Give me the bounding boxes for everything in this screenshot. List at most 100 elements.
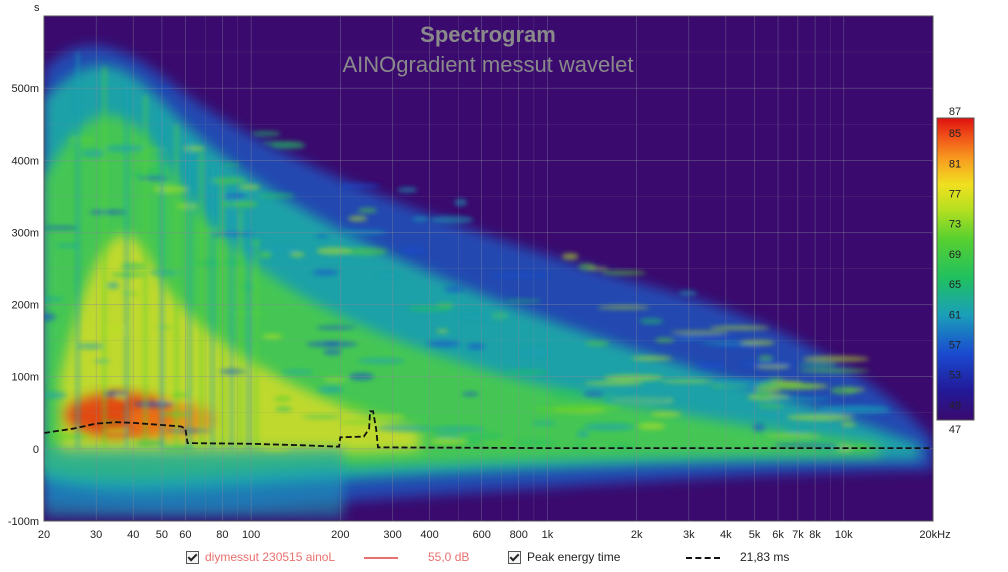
- energy-streak: [490, 273, 551, 278]
- energy-ridge: [199, 153, 204, 449]
- energy-streak: [238, 184, 261, 190]
- energy-streak: [551, 389, 583, 398]
- energy-streak: [558, 404, 622, 412]
- energy-streak: [798, 368, 870, 373]
- colorbar-tick-65: 65: [949, 279, 961, 291]
- x-tick-800: 800: [510, 529, 528, 541]
- energy-streak: [323, 349, 342, 356]
- energy-streak: [305, 341, 358, 348]
- energy-streak: [377, 273, 401, 278]
- energy-streak: [462, 391, 479, 397]
- energy-streak: [412, 216, 430, 222]
- energy-streak: [774, 443, 838, 448]
- energy-streak: [505, 299, 542, 303]
- energy-streak: [673, 336, 739, 340]
- energy-streak: [55, 244, 81, 248]
- energy-streak: [222, 193, 247, 200]
- energy-streak: [739, 361, 795, 367]
- x-tick-50: 50: [156, 529, 168, 541]
- energy-streak: [695, 362, 726, 370]
- energy-streak: [505, 369, 549, 375]
- energy-streak: [436, 329, 449, 333]
- energy-streak: [357, 358, 406, 364]
- energy-streak: [670, 330, 729, 335]
- energy-streak: [519, 348, 551, 357]
- energy-streak: [49, 433, 90, 440]
- energy-streak: [585, 340, 610, 346]
- x-tick-300: 300: [383, 529, 401, 541]
- energy-streak: [290, 252, 305, 258]
- peak-energy-time-line: [44, 410, 933, 449]
- energy-streak: [339, 183, 381, 189]
- energy-streak: [161, 446, 196, 452]
- energy-ridge: [174, 124, 179, 449]
- x-tick-100: 100: [242, 529, 260, 541]
- measurement-value: 55,0 dB: [428, 550, 470, 564]
- chart-title: Spectrogram: [420, 22, 556, 47]
- peak-energy-value: 21,83 ms: [740, 550, 790, 564]
- energy-streak: [740, 340, 776, 346]
- energy-streak: [45, 391, 67, 399]
- energy-streaks: [44, 52, 892, 453]
- x-tick-6k: 6k: [772, 529, 784, 541]
- x-tick-labels: 20 30 40 50 60 80 100 200 300 400 600 800 1k 2k 3k 4k 5k…: [38, 529, 951, 541]
- x-tick-4k: 4k: [720, 529, 732, 541]
- energy-streak: [338, 420, 372, 424]
- legend-swatch-peak-energy: [686, 557, 720, 559]
- energy-streak: [785, 427, 809, 433]
- energy-ridge: [210, 167, 215, 449]
- energy-streak: [444, 286, 464, 293]
- energy-streak: [755, 383, 819, 390]
- energy-streak: [654, 337, 675, 343]
- y-tick-200m: 200m: [11, 300, 39, 312]
- energy-streak: [348, 215, 368, 222]
- energy-streak: [454, 198, 467, 207]
- colorbar-tick-53: 53: [949, 370, 961, 382]
- colorbar-tick-77: 77: [949, 189, 961, 201]
- colorbar-tick-87: 87: [949, 106, 961, 118]
- energy-streak: [133, 400, 174, 408]
- x-tick-7k: 7k: [792, 529, 804, 541]
- energy-streak: [830, 386, 859, 395]
- energy-streak: [752, 423, 766, 432]
- colorbar-tick-labels: 87 85 81 77 73 69 65 61 57 53 49 47: [949, 106, 961, 436]
- colorbar-tick-61: 61: [949, 309, 961, 321]
- legend-item-peak-energy[interactable]: Peak energy time: [508, 550, 620, 564]
- measurement-checkbox[interactable]: [186, 550, 199, 564]
- energy-streak: [631, 355, 673, 361]
- energy-streak: [586, 267, 609, 271]
- x-tick-8k: 8k: [809, 529, 821, 541]
- energy-streak: [259, 250, 272, 259]
- energy-streak: [678, 290, 698, 296]
- energy-streak: [302, 415, 342, 419]
- energy-streak: [786, 414, 855, 421]
- energy-streak: [76, 343, 104, 350]
- x-tick-20kHz: 20kHz: [919, 529, 950, 541]
- energy-streak: [765, 433, 821, 438]
- energy-streak: [148, 270, 183, 275]
- energy-streak: [650, 411, 682, 418]
- measurement-name: diymessut 230515 ainoL: [205, 550, 336, 564]
- energy-streak: [171, 392, 189, 398]
- colorbar: [936, 117, 975, 421]
- energy-streak: [576, 430, 589, 438]
- peak-energy-checkbox[interactable]: [508, 550, 521, 564]
- energy-streak: [156, 325, 173, 329]
- energy-streak: [767, 396, 833, 401]
- peak-energy-line-swatch: [686, 557, 720, 559]
- legend-item-measurement[interactable]: diymessut 230515 ainoL: [186, 550, 335, 564]
- energy-streak: [209, 177, 247, 184]
- energy-streak: [430, 215, 474, 224]
- energy-streak: [583, 422, 635, 431]
- energy-ridge: [124, 80, 129, 449]
- energy-streak: [456, 314, 511, 320]
- colorbar-tick-81: 81: [949, 158, 961, 170]
- energy-streak: [431, 426, 485, 432]
- x-tick-80: 80: [216, 529, 228, 541]
- colorbar-tick-57: 57: [949, 340, 961, 352]
- energy-streak: [80, 149, 107, 158]
- energy-streak: [561, 252, 579, 261]
- energy-streak: [467, 343, 485, 350]
- energy-ridge: [254, 239, 259, 449]
- energy-streak: [44, 225, 80, 230]
